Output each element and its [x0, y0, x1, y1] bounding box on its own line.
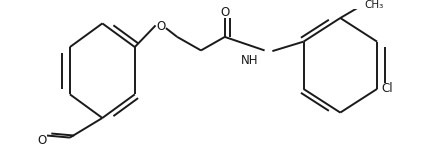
Text: O: O: [156, 20, 165, 33]
Text: O: O: [220, 6, 230, 19]
Text: CH₃: CH₃: [364, 0, 383, 10]
Text: Cl: Cl: [381, 82, 393, 95]
Text: NH: NH: [241, 54, 258, 67]
Text: O: O: [37, 134, 46, 147]
